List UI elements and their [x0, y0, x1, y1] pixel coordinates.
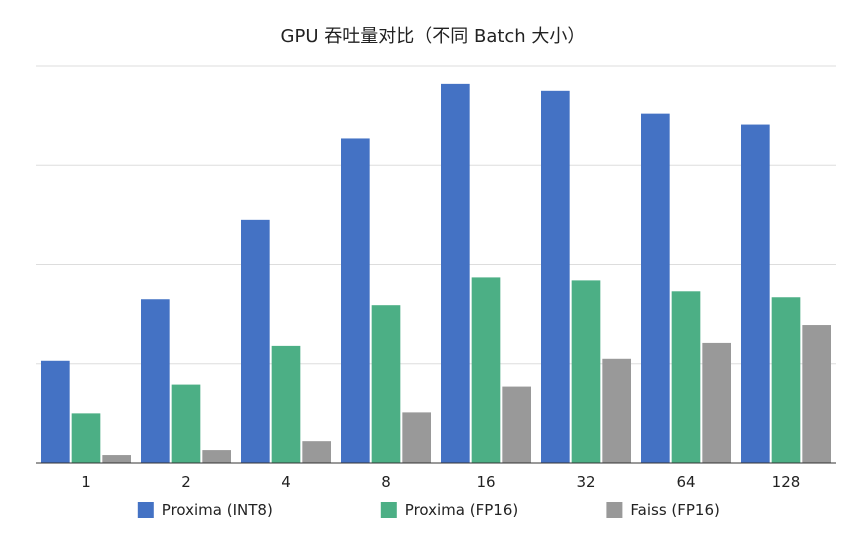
legend: Proxima (INT8) Proxima (FP16) Faiss (FP16) — [137, 501, 720, 519]
legend-swatch — [380, 502, 397, 518]
bar-faiss-fp16-64 — [702, 342, 731, 463]
bar-faiss-fp16-8 — [402, 412, 431, 463]
bar-faiss-fp16-32 — [602, 358, 631, 463]
legend-label: Proxima (FP16) — [405, 501, 518, 519]
bar-faiss-fp16-128 — [802, 325, 831, 463]
chart-title: GPU 吞吐量对比（不同 Batch 大小） — [280, 26, 586, 47]
bar-faiss-fp16-2 — [202, 450, 231, 463]
bar-proxima-int8-2 — [141, 299, 170, 463]
x-tick-label: 16 — [476, 473, 495, 491]
bar-proxima-int8-64 — [641, 113, 670, 463]
legend-label: Faiss (FP16) — [630, 501, 719, 519]
legend-item: Proxima (INT8) — [137, 501, 273, 519]
bar-proxima-fp16-4 — [271, 345, 301, 463]
x-tick-label: 128 — [772, 473, 801, 491]
x-tick-label: 1 — [81, 473, 91, 491]
bars — [41, 83, 831, 464]
bar-faiss-fp16-1 — [102, 455, 131, 463]
bar-faiss-fp16-16 — [502, 386, 531, 463]
bar-proxima-fp16-16 — [471, 277, 501, 463]
bar-proxima-int8-16 — [441, 83, 470, 464]
legend-swatch — [606, 502, 623, 518]
x-tick-label: 2 — [181, 473, 191, 491]
bar-proxima-fp16-2 — [171, 384, 201, 463]
bar-proxima-fp16-64 — [671, 291, 701, 463]
bar-proxima-int8-8 — [341, 138, 370, 463]
x-tick-label: 8 — [381, 473, 391, 491]
legend-item: Faiss (FP16) — [606, 501, 720, 519]
x-tick-label: 4 — [281, 473, 291, 491]
bar-proxima-int8-1 — [41, 360, 70, 463]
legend-item: Proxima (FP16) — [380, 501, 518, 519]
legend-swatch — [137, 502, 154, 518]
x-tick-label: 64 — [676, 473, 695, 491]
bar-proxima-int8-4 — [241, 219, 270, 463]
bar-proxima-int8-128 — [741, 124, 770, 464]
bar-proxima-int8-32 — [541, 90, 570, 463]
x-tick-label: 32 — [576, 473, 595, 491]
bar-proxima-fp16-32 — [571, 280, 601, 463]
bar-proxima-fp16-128 — [771, 297, 801, 463]
bar-proxima-fp16-1 — [71, 413, 101, 463]
bar-faiss-fp16-4 — [302, 441, 331, 463]
bar-proxima-fp16-8 — [371, 305, 401, 463]
x-axis: 1 2 4 8 16 32 64 128 — [36, 462, 836, 491]
legend-label: Proxima (INT8) — [162, 501, 273, 519]
